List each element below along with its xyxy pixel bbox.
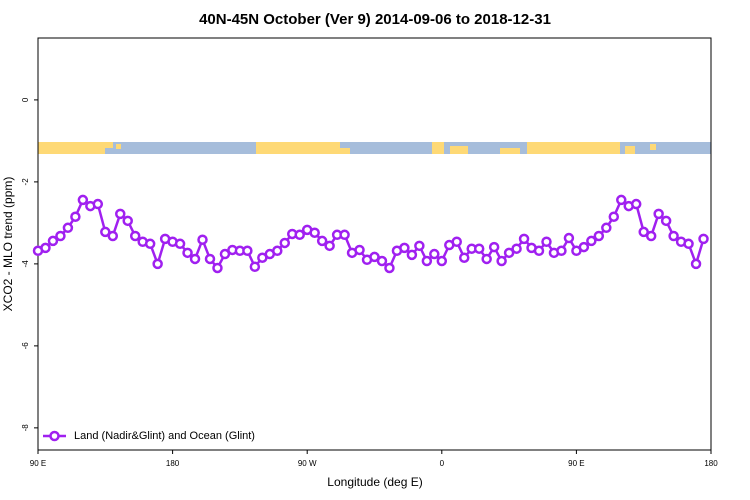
point <box>451 236 463 247</box>
point <box>242 245 253 257</box>
y-tick-label: -8 <box>21 424 30 432</box>
point <box>668 230 679 242</box>
point <box>533 245 545 257</box>
point <box>40 242 51 254</box>
point <box>541 236 552 247</box>
x-tick-label: 0 <box>440 459 445 468</box>
point <box>511 243 522 254</box>
point <box>503 247 515 259</box>
point <box>182 247 193 259</box>
point <box>47 235 59 247</box>
point <box>683 238 694 250</box>
point <box>421 255 433 267</box>
x-tick-label: 90 E <box>30 459 46 468</box>
legend-marker <box>49 430 60 442</box>
point <box>496 255 507 267</box>
point <box>488 241 500 253</box>
plot-frame <box>37 37 712 451</box>
x-tick-label: 90 E <box>568 459 584 468</box>
point <box>616 194 627 206</box>
point <box>660 215 672 227</box>
point <box>429 248 440 260</box>
point <box>601 222 612 234</box>
point <box>316 235 328 247</box>
point <box>563 232 575 244</box>
point <box>690 258 702 270</box>
point <box>586 235 597 247</box>
point <box>556 245 567 257</box>
point <box>279 237 291 249</box>
point <box>62 222 74 234</box>
point <box>339 229 350 241</box>
point <box>219 248 231 260</box>
point <box>436 255 448 267</box>
point <box>518 233 530 245</box>
point <box>272 245 283 257</box>
point <box>294 229 305 241</box>
point <box>458 252 470 263</box>
point <box>204 253 216 265</box>
point <box>608 211 620 222</box>
y-tick-label: 0 <box>21 97 30 102</box>
point <box>645 230 657 242</box>
point <box>354 244 365 256</box>
point <box>212 262 223 274</box>
point <box>406 249 418 261</box>
point <box>197 234 208 245</box>
point <box>578 241 590 253</box>
point <box>152 258 163 270</box>
x-tick-label: 90 W <box>298 459 317 468</box>
point <box>384 262 395 274</box>
x-axis-label: Longitude (deg E) <box>327 475 422 489</box>
point <box>144 238 156 250</box>
land-ocean-strip <box>38 142 711 154</box>
y-tick-label: -4 <box>21 260 30 268</box>
point <box>92 198 104 210</box>
point <box>249 261 261 273</box>
point <box>414 240 425 252</box>
point <box>115 208 126 220</box>
point <box>698 233 709 245</box>
point <box>70 211 81 222</box>
point <box>376 255 388 267</box>
point <box>77 194 89 206</box>
point <box>593 230 605 242</box>
point <box>630 198 642 210</box>
point <box>189 253 201 265</box>
y-axis-label: XCO2 - MLO trend (ppm) <box>1 177 15 312</box>
point <box>55 230 66 242</box>
point <box>309 227 320 238</box>
legend-label: Land (Nadir&Glint) and Ocean (Glint) <box>74 430 255 442</box>
point <box>129 230 141 242</box>
point <box>369 251 380 263</box>
y-tick-label: -2 <box>21 178 30 186</box>
point <box>653 208 664 220</box>
point <box>100 226 111 238</box>
point <box>107 230 119 242</box>
point <box>174 238 186 250</box>
point <box>481 253 492 265</box>
chart-title: 40N-45N October (Ver 9) 2014-09-06 to 20… <box>199 11 551 28</box>
point <box>122 215 133 227</box>
x-tick-label: 180 <box>704 459 718 468</box>
point <box>399 242 410 254</box>
y-tick-label: -6 <box>21 342 30 350</box>
legend: Land (Nadir&Glint) and Ocean (Glint) <box>43 430 255 442</box>
x-tick-label: 180 <box>166 459 180 468</box>
point <box>638 226 649 238</box>
point <box>473 243 485 254</box>
point <box>324 240 335 252</box>
